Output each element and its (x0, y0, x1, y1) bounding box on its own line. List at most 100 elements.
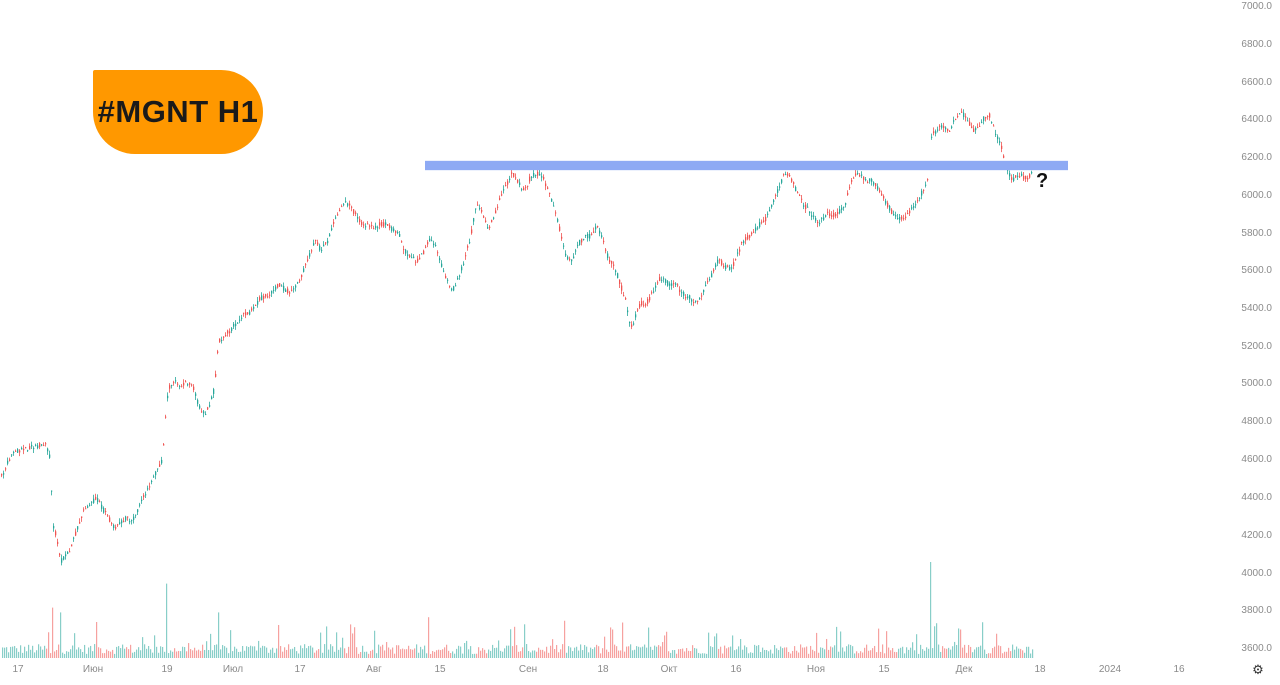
volume-bar (110, 651, 112, 658)
volume-bar (882, 644, 884, 658)
candle-body (73, 537, 75, 539)
candle-body (807, 206, 809, 208)
candle-body (161, 459, 163, 464)
candle-body (857, 173, 859, 175)
volume-bar (550, 645, 552, 658)
volume-bar (1022, 650, 1024, 658)
candle-body (1, 473, 3, 476)
candle-body (567, 256, 569, 260)
candle-body (443, 270, 445, 272)
volume-bar (420, 646, 422, 658)
candle-body (413, 256, 415, 259)
volume-bar (826, 638, 828, 658)
volume-bar (838, 651, 840, 658)
volume-bar (340, 647, 342, 658)
candle-body (241, 317, 243, 319)
candle-body (101, 504, 103, 509)
volume-bar (730, 646, 732, 658)
candle-body (141, 499, 143, 502)
volume-bar (322, 652, 324, 658)
volume-bar (470, 646, 472, 658)
candle-body (345, 201, 347, 203)
candle-body (329, 234, 331, 237)
candle-body (19, 450, 21, 453)
candle-body (881, 193, 883, 196)
volume-bar (452, 651, 454, 658)
candle-body (335, 217, 337, 219)
candle-body (601, 235, 603, 238)
volume-bar (454, 653, 456, 658)
price-tick-label: 6400.0 (1241, 114, 1272, 125)
candle-body (561, 236, 563, 239)
volume-bar (1018, 648, 1020, 658)
candle-body (723, 265, 725, 268)
candle-body (849, 187, 851, 189)
candle-body (135, 514, 137, 516)
volume-bar (4, 647, 6, 658)
candle-body (475, 208, 477, 210)
time-tick-label: 16 (1173, 664, 1185, 675)
volume-bar (662, 642, 664, 658)
candle-body (879, 189, 881, 192)
volume-bar (28, 644, 30, 658)
volume-bar (616, 646, 618, 658)
time-tick-label: Дек (956, 664, 973, 675)
volume-bar (196, 650, 198, 658)
volume-bar (748, 653, 750, 658)
candle-body (611, 261, 613, 264)
volume-bar (700, 653, 702, 658)
candle-body (407, 254, 409, 256)
volume-bar (614, 644, 616, 658)
volume-bar (862, 652, 864, 658)
candle-body (923, 189, 925, 191)
volume-bar (474, 653, 476, 658)
volume-bar (284, 647, 286, 658)
volume-bar (146, 648, 148, 658)
candle-body (597, 226, 599, 228)
volume-bar (758, 645, 760, 658)
volume-bar (390, 649, 392, 658)
volume-bar (858, 653, 860, 658)
volume-bar (554, 649, 556, 658)
candle-body (819, 223, 821, 225)
candle-body (667, 281, 669, 286)
volume-bar (940, 651, 942, 658)
candle-body (421, 253, 423, 255)
candle-body (279, 283, 281, 287)
volume-bar (456, 648, 458, 658)
volume-bar (604, 636, 606, 658)
volume-bar (716, 633, 718, 658)
volume-bar (164, 651, 166, 658)
volume-bar (280, 646, 282, 658)
candle-body (339, 209, 341, 212)
gear-icon[interactable]: ⚙ (1252, 662, 1264, 677)
volume-bar (192, 650, 194, 658)
candle-body (495, 210, 497, 214)
volume-bar (1008, 647, 1010, 658)
volume-bar (40, 646, 42, 658)
candle-body (319, 245, 321, 251)
candle-body (893, 213, 895, 216)
volume-bar (592, 649, 594, 658)
volume-bar (406, 649, 408, 658)
volume-bar (432, 651, 434, 658)
volume-bar (112, 649, 114, 658)
candle-body (341, 206, 343, 208)
volume-bar (244, 650, 246, 658)
candle-body (717, 259, 719, 264)
volume-bar (408, 645, 410, 658)
candle-body (455, 285, 457, 287)
volume-bar (366, 651, 368, 658)
candle-body (813, 215, 815, 217)
candle-body (911, 207, 913, 209)
candle-body (593, 231, 595, 233)
time-tick-label: 2024 (1099, 664, 1122, 675)
candle-body (863, 176, 865, 180)
volume-bar (484, 649, 486, 658)
volume-bar (20, 645, 22, 658)
volume-bar (922, 649, 924, 658)
candle-body (627, 310, 629, 313)
volume-bar (36, 650, 38, 658)
